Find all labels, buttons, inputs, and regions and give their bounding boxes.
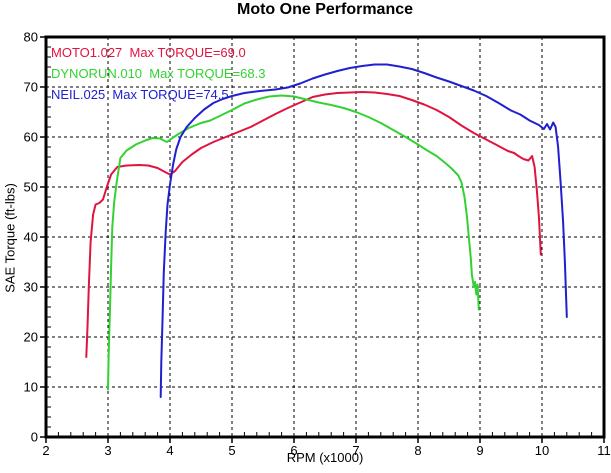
x-tick-label: 3 [104,443,112,458]
y-tick-label: 0 [30,429,38,445]
y-tick-label: 80 [23,29,38,45]
x-tick-label: 8 [414,443,422,458]
y-tick-label: 30 [23,279,38,295]
y-tick-label: 70 [23,79,38,95]
legend-entry-dynorun.010: DYNORUN.010 Max TORQUE=68.3 [51,66,266,81]
y-tick-label: 10 [23,379,38,395]
y-tick-label: 40 [23,229,38,245]
y-tick-label: 50 [23,179,38,195]
x-tick-label: 6 [290,443,298,458]
legend-entry-moto1.027: MOTO1.027 Max TORQUE=69.0 [51,45,246,60]
legend-entry-neil.025: NEIL.025 Max TORQUE=74.5 [51,87,229,102]
plot-frame [44,35,606,439]
chart-title: Moto One Performance [236,1,414,18]
legend: MOTO1.027 Max TORQUE=69.0 DYNORUN.010 Max… [51,42,265,105]
x-tick-label: 2 [42,443,50,458]
torque-curve-neil.025 [159,63,568,398]
x-tick-label: 4 [166,443,174,458]
torque-curve-moto1.027 [85,91,542,358]
x-tick-label: 9 [476,443,484,458]
y-tick-label: 60 [23,129,38,145]
x-axis-title: RPM (x1000) [286,450,364,465]
torque-curve-dynorun.010 [107,94,480,391]
x-tick-label: 10 [534,443,550,458]
y-tick-label: 20 [23,329,38,345]
x-tick-label: 11 [597,443,611,458]
x-tick-label: 7 [352,443,360,458]
x-tick-label: 5 [228,443,236,458]
